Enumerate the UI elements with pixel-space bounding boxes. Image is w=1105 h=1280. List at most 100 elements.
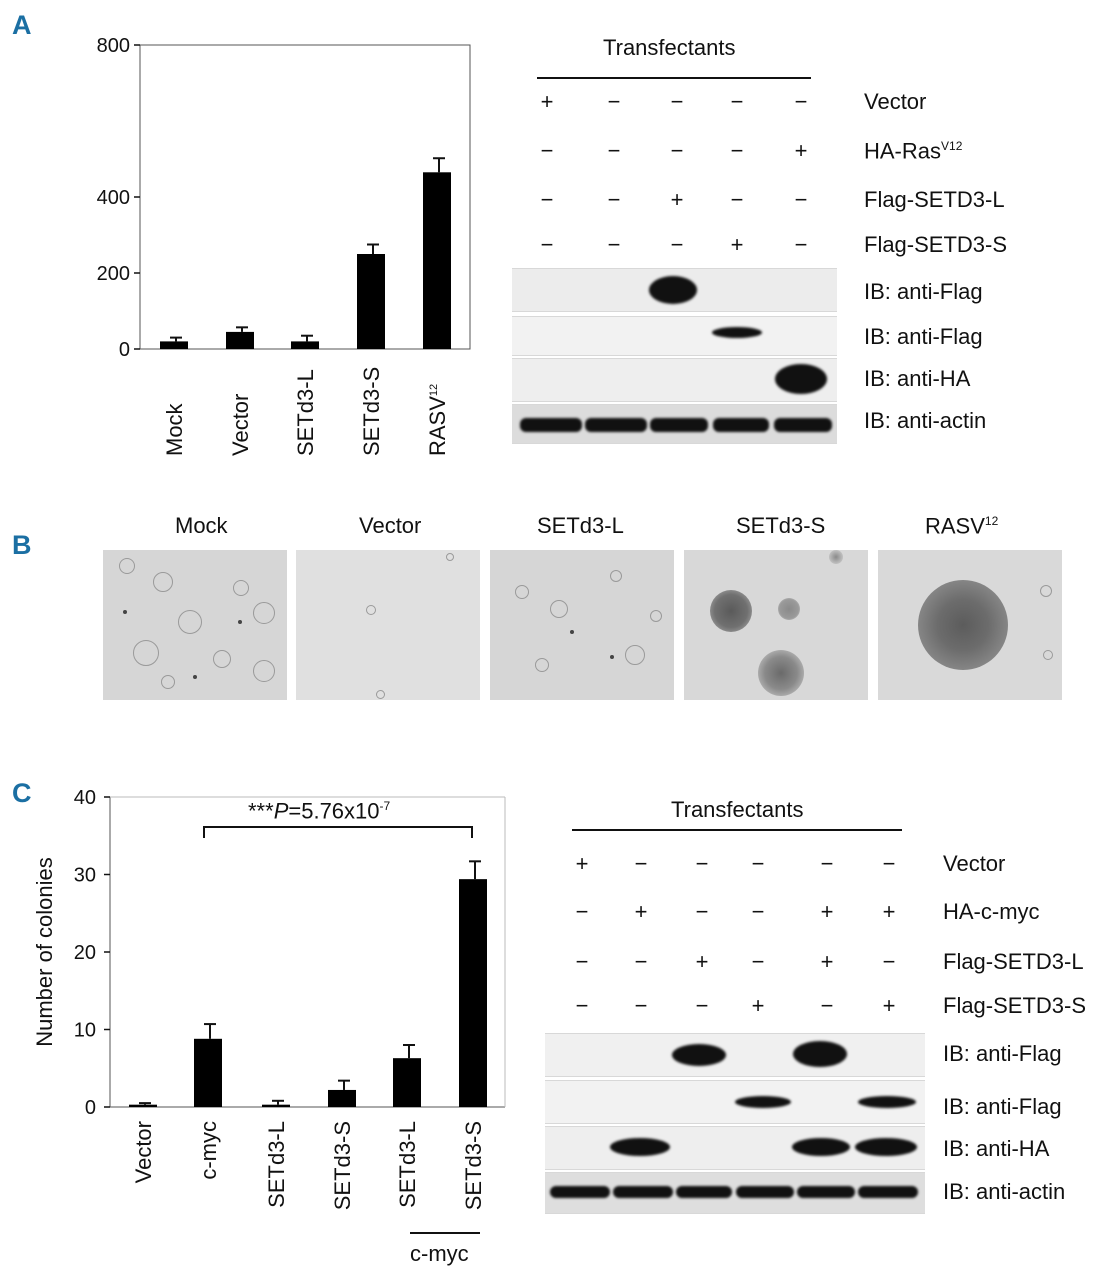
blot-c-sign: + bbox=[751, 993, 765, 1018]
bar bbox=[194, 1038, 222, 1107]
blot-c-sign: − bbox=[575, 949, 589, 974]
blot-c-strip-flag-1 bbox=[545, 1033, 925, 1077]
blot-a-sign: − bbox=[540, 187, 554, 212]
blot-a-sign: + bbox=[730, 232, 744, 257]
blot-a-sign: − bbox=[794, 187, 808, 212]
blot-c-row-label-4: Flag-SETD3-S bbox=[943, 993, 1087, 1018]
x-tick-label: Vector bbox=[131, 1121, 156, 1183]
blot-c-band bbox=[736, 1186, 794, 1198]
blot-a-sign: − bbox=[730, 89, 744, 114]
blot-c-band bbox=[610, 1138, 670, 1156]
photo-label-setd3-s: SETd3-S bbox=[736, 513, 826, 538]
blot-c-sign: + bbox=[575, 851, 589, 876]
blot-c-sign: − bbox=[634, 949, 648, 974]
blot-a-sign: − bbox=[607, 187, 621, 212]
blot-a-sign: + bbox=[670, 187, 684, 212]
blot-a-ib-label-1: IB: anti-Flag bbox=[864, 279, 983, 304]
x-tick-label: SETd3-L bbox=[395, 1121, 420, 1208]
y-tick-label: 30 bbox=[74, 865, 96, 887]
bar bbox=[459, 879, 487, 1107]
blot-c-band bbox=[550, 1186, 610, 1198]
blot-c-band bbox=[792, 1138, 850, 1156]
blot-a-sign: − bbox=[730, 187, 744, 212]
blot-a-sign: + bbox=[794, 138, 808, 163]
blot-c-sign: − bbox=[695, 899, 709, 924]
blot-c-sign: + bbox=[695, 949, 709, 974]
blot-c-sign: − bbox=[751, 949, 765, 974]
blot-c-sign: + bbox=[820, 899, 834, 924]
blot-a-row-label-4: Flag-SETD3-S bbox=[864, 232, 1008, 257]
blot-a-sign: − bbox=[670, 232, 684, 257]
x-tick-label: SETd3-S bbox=[330, 1121, 355, 1210]
blot-c-sign: − bbox=[695, 993, 709, 1018]
y-tick-label: 200 bbox=[97, 263, 130, 285]
bracket-line bbox=[203, 826, 473, 828]
bracket-p-value: ***P=5.76x10-7 bbox=[248, 798, 391, 824]
blot-a-ib-label-4: IB: anti-actin bbox=[864, 408, 987, 433]
blot-a-sign: + bbox=[540, 89, 554, 114]
blot-a-band bbox=[713, 418, 769, 432]
blot-c-row-label-3: Flag-SETD3-L bbox=[943, 949, 1084, 974]
photo-label-rasv12: RASV12 bbox=[925, 513, 999, 539]
blot-c-band bbox=[672, 1044, 726, 1066]
x-tick-label: SETd3-L bbox=[293, 369, 318, 456]
blot-c-row-label-2: HA-c-myc bbox=[943, 899, 1040, 924]
y-tick-label: 0 bbox=[119, 339, 130, 361]
photo-setd3-l bbox=[490, 550, 674, 700]
blot-c-sign: − bbox=[882, 949, 896, 974]
blot-c-sign: − bbox=[634, 993, 648, 1018]
photo-rasv12 bbox=[878, 550, 1062, 700]
y-tick-label: 20 bbox=[74, 942, 96, 964]
photo-label-vector: Vector bbox=[359, 513, 422, 538]
blot-c-band bbox=[858, 1186, 918, 1198]
blot-c-ib-label-1: IB: anti-Flag bbox=[943, 1041, 1062, 1066]
x-tick-label: RASV12 bbox=[425, 384, 450, 456]
blot-a-sign: − bbox=[794, 232, 808, 257]
blot-c-sign: + bbox=[882, 993, 896, 1018]
y-tick-label: 10 bbox=[74, 1020, 96, 1042]
bar bbox=[160, 341, 188, 349]
bar bbox=[357, 254, 385, 349]
photo-label-mock: Mock bbox=[175, 513, 228, 538]
y-tick-label: 800 bbox=[97, 35, 130, 57]
blot-c-ib-label-3: IB: anti-HA bbox=[943, 1136, 1050, 1161]
bracket-tick-right bbox=[471, 826, 473, 838]
c-myc-group-rule bbox=[410, 1232, 480, 1234]
blot-a-sign: − bbox=[670, 89, 684, 114]
blot-a-row-label-3: Flag-SETD3-L bbox=[864, 187, 1005, 212]
blot-a-band bbox=[650, 418, 708, 432]
blot-c-sign: − bbox=[820, 993, 834, 1018]
blot-a-sign: − bbox=[540, 138, 554, 163]
x-tick-label: Vector bbox=[228, 394, 253, 456]
c-myc-group-label: c-myc bbox=[410, 1241, 469, 1266]
blot-c-ib-label-4: IB: anti-actin bbox=[943, 1179, 1066, 1204]
x-tick-label: SETd3-L bbox=[264, 1121, 289, 1208]
panel-label-a: A bbox=[12, 10, 32, 40]
blot-c-sign: − bbox=[820, 851, 834, 876]
blot-a-sign: − bbox=[794, 89, 808, 114]
blot-a-sign: − bbox=[607, 138, 621, 163]
bar bbox=[129, 1104, 157, 1107]
blot-a-sign: − bbox=[730, 138, 744, 163]
y-tick-label: 400 bbox=[97, 187, 130, 209]
blot-c-sign: − bbox=[882, 851, 896, 876]
x-tick-label: SETd3-S bbox=[359, 367, 384, 456]
blot-c-sign: − bbox=[751, 851, 765, 876]
blot-c-row-label-1: Vector bbox=[943, 851, 1006, 876]
blot-a-ib-label-2: IB: anti-Flag bbox=[864, 324, 983, 349]
blot-a-sign: − bbox=[540, 232, 554, 257]
blot-c-band bbox=[855, 1138, 917, 1156]
blot-a-sign: − bbox=[607, 232, 621, 257]
plot-frame bbox=[139, 44, 471, 350]
chart-a: 0 200 400 800 Mock Vector SETd3-L SETd3-S RASV12 bbox=[97, 35, 471, 456]
blot-a-title-rule bbox=[537, 77, 811, 79]
bar bbox=[423, 172, 451, 349]
y-axis-label: Number of colonies bbox=[32, 857, 57, 1047]
blot-c-band bbox=[676, 1186, 732, 1198]
x-tick-label: Mock bbox=[162, 402, 187, 456]
blot-c-title: Transfectants bbox=[671, 797, 804, 822]
bar bbox=[328, 1089, 356, 1107]
blot-a-band bbox=[712, 327, 762, 338]
bar bbox=[226, 331, 254, 349]
blot-a-band bbox=[774, 418, 832, 432]
